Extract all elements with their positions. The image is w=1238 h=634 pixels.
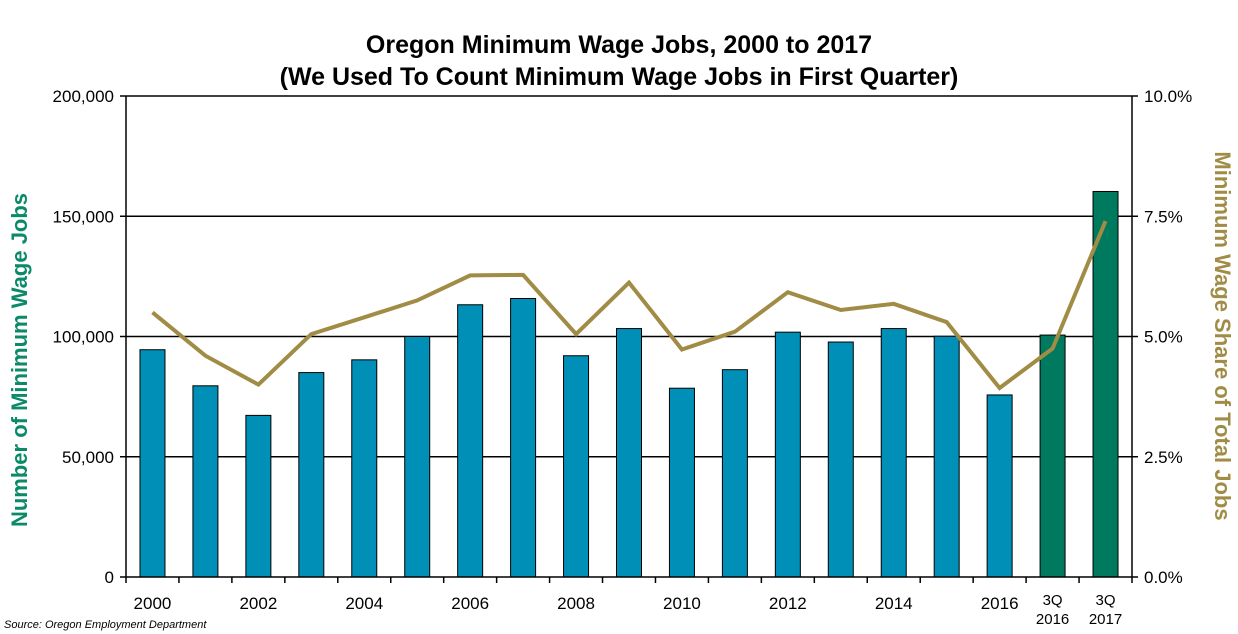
bar-3Q-2016 (1039, 334, 1066, 578)
x-tick-label: 2016 (981, 594, 1019, 613)
y2-tick-label: 10.0% (1144, 87, 1192, 106)
share-line (151, 220, 1108, 391)
bar-2010 (668, 387, 695, 578)
bar-2007 (510, 298, 537, 578)
x-tick-label: 2002 (239, 594, 277, 613)
bar-2012 (774, 331, 801, 578)
bar-2003 (298, 372, 325, 578)
x-tick-label: 2012 (769, 594, 807, 613)
axes (120, 95, 1138, 583)
x-tick-label: 3Q (1043, 592, 1063, 609)
x-tick-label: 2010 (663, 594, 701, 613)
y2-tick-label: 7.5% (1144, 207, 1183, 226)
bar-2011 (721, 369, 748, 578)
y-tick-label: 50,000 (62, 448, 114, 467)
bar-2001 (192, 385, 219, 578)
x-tick-label: 2008 (557, 594, 595, 613)
x-tick-label: 2016 (1036, 611, 1069, 628)
bar-2006 (457, 304, 484, 578)
bar-2000 (139, 349, 166, 578)
bar-2004 (351, 359, 378, 578)
x-tick-label: 2017 (1089, 611, 1122, 628)
y2-tick-label: 0.0% (1144, 568, 1183, 587)
x-tick-label: 3Q (1096, 592, 1116, 609)
y-tick-label: 150,000 (53, 207, 114, 226)
y-tick-label: 100,000 (53, 328, 114, 347)
y-tick-label: 0 (105, 568, 114, 587)
x-tick-label: 2006 (451, 594, 489, 613)
x-tick-label: 2014 (875, 594, 913, 613)
chart-subtitle: (We Used To Count Minimum Wage Jobs in F… (279, 63, 959, 91)
chart-title: Oregon Minimum Wage Jobs, 2000 to 2017 (365, 31, 873, 59)
x-tick-label: 2000 (134, 594, 172, 613)
bar-2015 (933, 335, 960, 578)
bar-2002 (245, 414, 272, 578)
y-tick-label: 200,000 (53, 87, 114, 106)
bar-2005 (404, 336, 431, 578)
bar-3Q-2017 (1092, 190, 1119, 578)
y2-tick-label: 2.5% (1144, 448, 1183, 467)
bar-2009 (616, 328, 642, 578)
bar-2014 (880, 328, 907, 578)
bar-2016 (986, 394, 1013, 578)
bar-2013 (827, 341, 854, 578)
x-tick-label: 2004 (345, 594, 383, 613)
bar-2008 (563, 355, 590, 578)
source-note: Source: Oregon Employment Department (4, 619, 207, 631)
bars (139, 190, 1119, 578)
y2-tick-label: 5.0% (1144, 328, 1183, 347)
tick-labels: 0 50,000 100,000 150,000 200,000 0.0% 2.5% 5.0%… (53, 87, 1193, 628)
